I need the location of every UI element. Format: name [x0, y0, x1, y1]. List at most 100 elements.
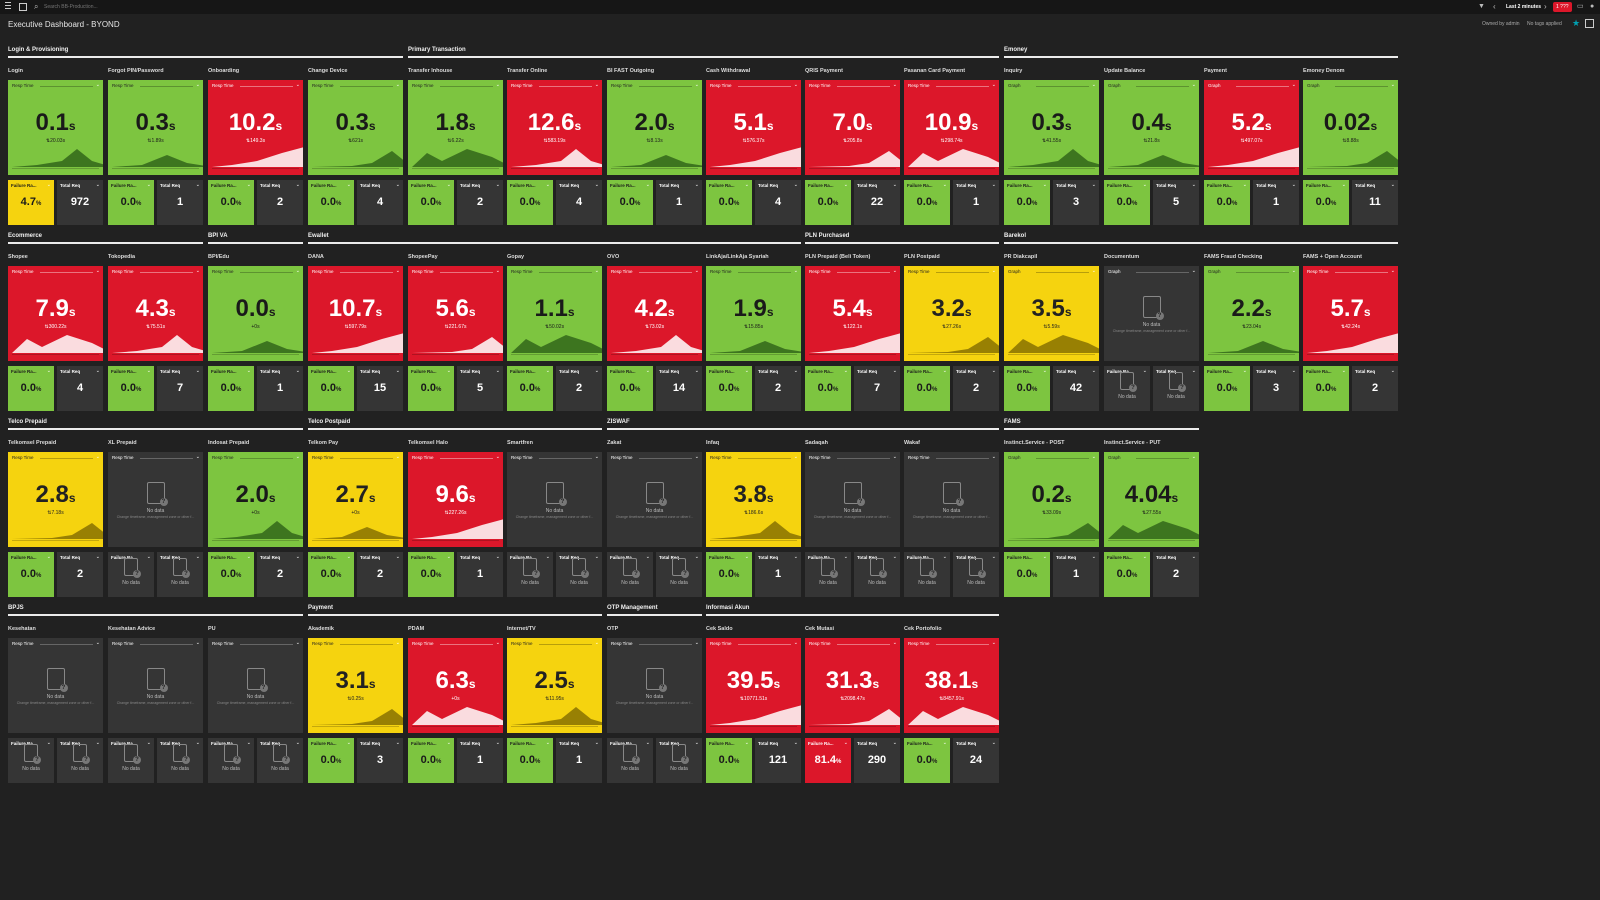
tile-title[interactable]: Wakaf: [904, 440, 920, 446]
tile-title[interactable]: Zakat: [607, 440, 622, 446]
total-requests-tile[interactable]: Total Req ⌄ 2: [357, 552, 403, 597]
response-time-tile[interactable]: Resp Time ⌄ 2.0s +0s: [208, 452, 303, 547]
chevron-down-icon[interactable]: ⌄: [295, 82, 300, 88]
failure-rate-tile[interactable]: Failure Ra... ⌄ 0.0%: [108, 366, 154, 411]
total-requests-tile[interactable]: Total Req ⌄ 2: [953, 366, 999, 411]
tile-title[interactable]: LinkAja/LinkAja Syariah: [706, 254, 769, 260]
chevron-down-icon[interactable]: ⌄: [246, 368, 251, 374]
chevron-down-icon[interactable]: ⌄: [545, 740, 550, 746]
chevron-down-icon[interactable]: ⌄: [295, 640, 300, 646]
failure-rate-tile[interactable]: Failure Ra... ⌄ 0.0%: [408, 180, 454, 225]
total-requests-tile[interactable]: Total Req ⌄ 4: [556, 180, 602, 225]
failure-rate-tile[interactable]: Failure Ra... ⌄ 0.0%: [8, 552, 54, 597]
response-time-tile[interactable]: Resp Time ⌄ 2.0s ⇅8.13s: [607, 80, 702, 175]
tile-title[interactable]: Update Balance: [1104, 68, 1146, 74]
failure-rate-tile[interactable]: Failure Ra... ⌄ 0.0%: [308, 180, 354, 225]
chevron-down-icon[interactable]: ⌄: [991, 82, 996, 88]
chevron-down-icon[interactable]: ⌄: [843, 554, 848, 560]
failure-rate-tile[interactable]: Failure Ra... ⌄? No data: [8, 738, 54, 783]
chevron-down-icon[interactable]: ⌄: [892, 268, 897, 274]
tile-title[interactable]: FAMS Fraud Checking: [1204, 254, 1263, 260]
chevron-down-icon[interactable]: ⌄: [744, 740, 749, 746]
failure-rate-tile[interactable]: Failure Ra... ⌄ 0.0%: [1004, 552, 1050, 597]
tile-title[interactable]: XL Prepaid: [108, 440, 137, 446]
tile-title[interactable]: Payment: [1204, 68, 1227, 74]
chevron-down-icon[interactable]: ⌄: [346, 554, 351, 560]
failure-rate-tile[interactable]: Failure Ra... ⌄ 0.0%: [308, 738, 354, 783]
tile-title[interactable]: Instinct.Service - POST: [1004, 440, 1065, 446]
chevron-down-icon[interactable]: ⌄: [1142, 368, 1147, 374]
failure-rate-tile[interactable]: Failure Ra... ⌄ 0.0%: [706, 552, 752, 597]
failure-rate-tile[interactable]: Failure Ra... ⌄ 0.0%: [1204, 180, 1250, 225]
chevron-down-icon[interactable]: ⌄: [1042, 554, 1047, 560]
chevron-down-icon[interactable]: ⌄: [246, 182, 251, 188]
chevron-down-icon[interactable]: ⌄: [594, 740, 599, 746]
tile-title[interactable]: Instinct.Service - PUT: [1104, 440, 1161, 446]
response-time-tile[interactable]: Resp Time ⌄ 6.3s +0s: [408, 638, 503, 733]
total-requests-tile[interactable]: Total Req ⌄? No data: [257, 738, 303, 783]
chevron-down-icon[interactable]: ⌄: [395, 82, 400, 88]
failure-rate-tile[interactable]: Failure Ra... ⌄? No data: [904, 552, 950, 597]
total-requests-tile[interactable]: Total Req ⌄ 7: [157, 366, 203, 411]
chevron-down-icon[interactable]: ⌄: [892, 640, 897, 646]
failure-rate-tile[interactable]: Failure Ra... ⌄? No data: [1104, 366, 1150, 411]
chevron-left-icon[interactable]: ‹: [1493, 2, 1496, 11]
failure-rate-tile[interactable]: Failure Ra... ⌄ 0.0%: [904, 738, 950, 783]
chevron-down-icon[interactable]: ⌄: [495, 554, 500, 560]
chevron-down-icon[interactable]: ⌄: [991, 454, 996, 460]
chevron-down-icon[interactable]: ⌄: [495, 268, 500, 274]
total-requests-tile[interactable]: Total Req ⌄? No data: [57, 738, 103, 783]
chevron-down-icon[interactable]: ⌄: [1191, 182, 1196, 188]
tile-title[interactable]: Akademik: [308, 626, 334, 632]
chevron-down-icon[interactable]: ⌄: [892, 82, 897, 88]
chevron-down-icon[interactable]: ⌄: [594, 640, 599, 646]
chevron-down-icon[interactable]: ⌄: [46, 554, 51, 560]
response-time-tile[interactable]: Resp Time ⌄ 39.5s ⇅10771.51s: [706, 638, 801, 733]
chevron-down-icon[interactable]: ⌄: [694, 82, 699, 88]
chevron-down-icon[interactable]: ⌄: [1091, 268, 1096, 274]
chevron-down-icon[interactable]: ⌄: [1191, 554, 1196, 560]
response-time-tile[interactable]: Resp Time ⌄? No data Change timeframe, mana…: [108, 452, 203, 547]
chevron-down-icon[interactable]: ⌄: [395, 182, 400, 188]
search-input[interactable]: [44, 0, 224, 14]
chevron-down-icon[interactable]: ⌄: [744, 368, 749, 374]
failure-rate-tile[interactable]: Failure Ra... ⌄ 0.0%: [108, 180, 154, 225]
failure-rate-tile[interactable]: Failure Ra... ⌄ 0.0%: [1303, 180, 1349, 225]
response-time-tile[interactable]: Resp Time ⌄? No data Change timeframe, mana…: [607, 452, 702, 547]
failure-rate-tile[interactable]: Failure Ra... ⌄ 0.0%: [805, 180, 851, 225]
failure-rate-tile[interactable]: Failure Ra... ⌄ 0.0%: [706, 366, 752, 411]
chevron-down-icon[interactable]: ⌄: [446, 368, 451, 374]
total-requests-tile[interactable]: Total Req ⌄ 3: [1053, 180, 1099, 225]
response-time-tile[interactable]: Resp Time ⌄ 12.6s ⇅583.19s: [507, 80, 602, 175]
chevron-down-icon[interactable]: ⌄: [1291, 368, 1296, 374]
chevron-down-icon[interactable]: ⌄: [892, 740, 897, 746]
chevron-down-icon[interactable]: ⌄: [594, 368, 599, 374]
chevron-down-icon[interactable]: ⌄: [495, 82, 500, 88]
total-requests-tile[interactable]: Total Req ⌄ 2: [57, 552, 103, 597]
failure-rate-tile[interactable]: Failure Ra... ⌄ 0.0%: [805, 366, 851, 411]
failure-rate-tile[interactable]: Failure Ra... ⌄ 0.0%: [1004, 366, 1050, 411]
tile-title[interactable]: Telkomsel Prepaid: [8, 440, 57, 446]
chevron-down-icon[interactable]: ⌄: [991, 368, 996, 374]
chevron-down-icon[interactable]: ⌄: [1091, 554, 1096, 560]
chevron-down-icon[interactable]: ⌄: [146, 554, 151, 560]
failure-rate-tile[interactable]: Failure Ra... ⌄ 0.0%: [8, 366, 54, 411]
tile-title[interactable]: Infaq: [706, 440, 720, 446]
chevron-down-icon[interactable]: ⌄: [892, 454, 897, 460]
chevron-down-icon[interactable]: ⌄: [495, 368, 500, 374]
response-time-tile[interactable]: Resp Time ⌄ 4.2s ⇅73.02s: [607, 266, 702, 361]
chevron-down-icon[interactable]: ⌄: [694, 740, 699, 746]
tile-title[interactable]: Gopay: [507, 254, 525, 260]
chevron-down-icon[interactable]: ⌄: [95, 182, 100, 188]
chevron-down-icon[interactable]: ⌄: [594, 268, 599, 274]
chevron-down-icon[interactable]: ⌄: [246, 740, 251, 746]
chevron-down-icon[interactable]: ⌄: [1091, 368, 1096, 374]
tile-title[interactable]: FAMS + Open Account: [1303, 254, 1362, 260]
response-time-tile[interactable]: Graph ⌄ 4.04s ⇅27.55s: [1104, 452, 1199, 547]
chevron-down-icon[interactable]: ⌄: [195, 368, 200, 374]
apps-icon[interactable]: [19, 3, 27, 11]
chevron-down-icon[interactable]: ⌄: [1042, 368, 1047, 374]
total-requests-tile[interactable]: Total Req ⌄ 14: [656, 366, 702, 411]
chevron-down-icon[interactable]: ⌄: [195, 268, 200, 274]
failure-rate-tile[interactable]: Failure Ra... ⌄ 0.0%: [1004, 180, 1050, 225]
